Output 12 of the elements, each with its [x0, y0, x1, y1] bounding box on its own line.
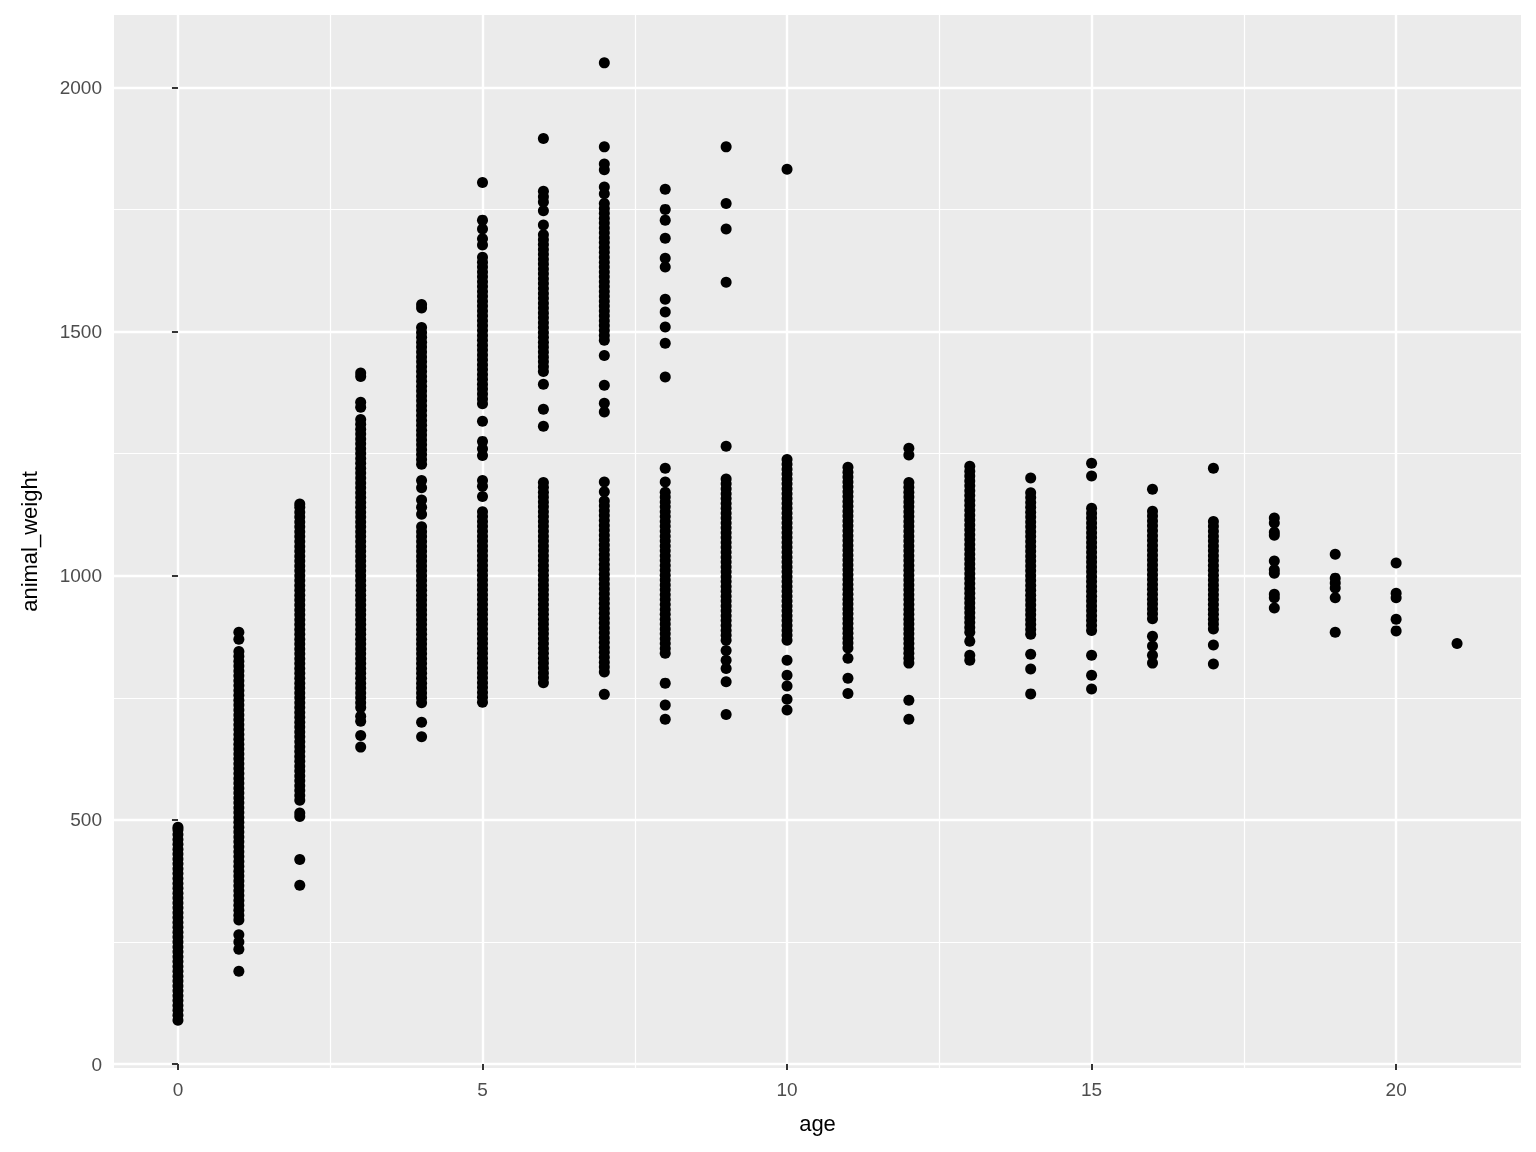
y-axis-title: animal_weight: [16, 471, 42, 612]
y-tick-label: 1500: [59, 320, 102, 342]
x-tick-label: 5: [477, 1079, 488, 1100]
y-tick-label: 500: [70, 809, 102, 831]
x-tick-label: 20: [1385, 1079, 1407, 1100]
x-tick-label: 10: [776, 1079, 798, 1100]
x-tick-label: 0: [172, 1079, 184, 1100]
y-tick-label: 1000: [59, 565, 102, 587]
x-axis-title: age: [799, 1110, 836, 1136]
y-tick-label: 0: [91, 1053, 102, 1075]
x-tick-label: 15: [1081, 1079, 1103, 1100]
y-tick-label: 2000: [59, 76, 102, 98]
